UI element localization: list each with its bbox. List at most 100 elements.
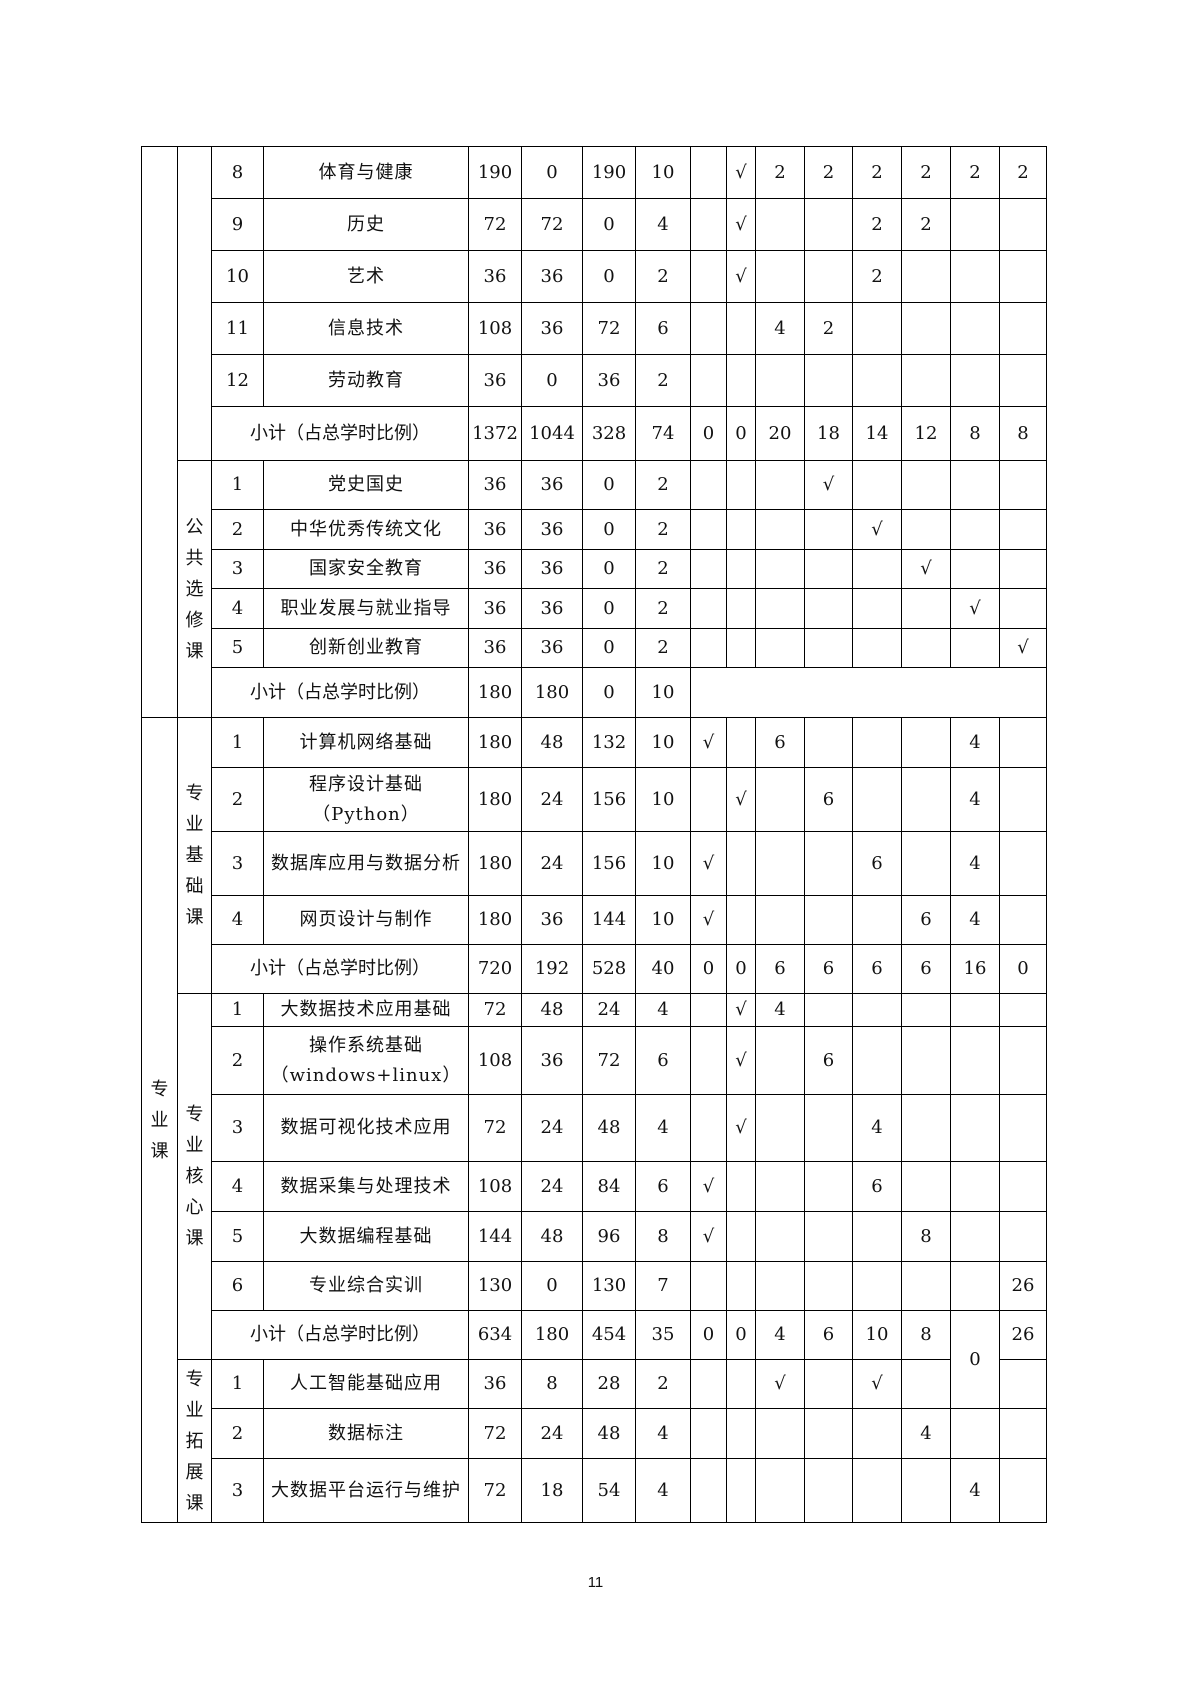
subtotal-value: 0 <box>726 406 756 461</box>
course-value: 2 <box>635 460 691 510</box>
course-value <box>901 1359 951 1409</box>
course-name: 中华优秀传统文化 <box>263 509 469 550</box>
course-value <box>804 354 853 407</box>
subtotal-value: 0 <box>726 944 756 994</box>
course-value: 96 <box>582 1211 636 1262</box>
course-value <box>950 1161 1000 1212</box>
course-value <box>999 895 1047 945</box>
course-name: 体育与健康 <box>263 146 469 199</box>
subtotal-value: 454 <box>582 1310 636 1360</box>
course-value <box>755 198 805 251</box>
table-row: 3 数据库应用与数据分析 180 24 156 10 √ 6 4 <box>142 831 1047 896</box>
course-value: 2 <box>852 146 902 199</box>
course-number: 3 <box>211 1458 264 1523</box>
course-value: 4 <box>635 1408 691 1459</box>
course-value: 8 <box>521 1359 583 1409</box>
course-value <box>804 1261 853 1311</box>
course-value: 4 <box>755 302 805 355</box>
course-value <box>804 1161 853 1212</box>
course-value: 24 <box>521 1161 583 1212</box>
course-value: 36 <box>521 628 583 668</box>
course-value <box>690 1359 727 1409</box>
course-value <box>999 1408 1047 1459</box>
course-value <box>726 1261 756 1311</box>
course-value: 4 <box>950 831 1000 896</box>
course-value: 0 <box>582 628 636 668</box>
course-name: 大数据技术应用基础 <box>263 993 469 1027</box>
subtotal-value: 6 <box>804 1310 853 1360</box>
course-value <box>901 588 951 629</box>
course-value: 10 <box>635 717 691 768</box>
course-value: 72 <box>582 1026 636 1095</box>
course-value: 36 <box>521 250 583 303</box>
course-value <box>852 302 902 355</box>
course-value <box>804 1094 853 1162</box>
course-value: 24 <box>521 831 583 896</box>
course-value: 108 <box>468 1161 522 1212</box>
table-row: 4 数据采集与处理技术 108 24 84 6 √ 6 <box>142 1161 1047 1212</box>
course-value <box>804 831 853 896</box>
course-value: 0 <box>582 250 636 303</box>
course-value: 36 <box>521 509 583 550</box>
course-value <box>999 588 1047 629</box>
course-value: √ <box>690 717 727 768</box>
subtotal-row: 小计（占总学时比例） 180 180 0 10 <box>142 667 1047 718</box>
course-value: 72 <box>468 1458 522 1523</box>
course-value: 156 <box>582 767 636 832</box>
course-value: 2 <box>635 549 691 589</box>
subtotal-label: 小计（占总学时比例） <box>211 1310 469 1360</box>
course-value: 2 <box>852 250 902 303</box>
subtotal-value: 328 <box>582 406 636 461</box>
course-value: 180 <box>468 717 522 768</box>
course-name: 网页设计与制作 <box>263 895 469 945</box>
course-name: 历史 <box>263 198 469 251</box>
course-value <box>999 1458 1047 1523</box>
course-number: 11 <box>211 302 264 355</box>
course-name: 艺术 <box>263 250 469 303</box>
course-number: 2 <box>211 509 264 550</box>
course-value: 2 <box>635 628 691 668</box>
subtotal-value: 0 <box>726 1310 756 1360</box>
course-value <box>690 1261 727 1311</box>
course-value: √ <box>852 1359 902 1409</box>
table-row: 专业课 专业基础课 1 计算机网络基础 180 48 132 10 √ 6 4 <box>141 717 1047 1523</box>
course-value: 2 <box>804 302 853 355</box>
course-value <box>690 767 727 832</box>
course-value <box>755 767 805 832</box>
course-value: 0 <box>582 509 636 550</box>
course-number: 12 <box>211 354 264 407</box>
course-value <box>901 1458 951 1523</box>
course-value <box>726 1458 756 1523</box>
subcategory-cell: 专业基础课 <box>177 717 212 994</box>
course-value: √ <box>901 549 951 589</box>
course-value: 6 <box>804 1026 853 1095</box>
course-value <box>999 993 1047 1027</box>
course-value: 2 <box>999 146 1047 199</box>
course-value: 36 <box>468 354 522 407</box>
course-value <box>755 628 805 668</box>
course-value: 10 <box>635 831 691 896</box>
course-value: 0 <box>521 1261 583 1311</box>
category-label: 专业核心课 <box>185 1104 204 1249</box>
course-number: 4 <box>211 1161 264 1212</box>
course-value <box>804 895 853 945</box>
course-value: √ <box>726 146 756 199</box>
course-value <box>901 1094 951 1162</box>
course-value <box>999 1026 1047 1095</box>
course-value <box>999 509 1047 550</box>
course-value <box>755 250 805 303</box>
course-number: 3 <box>211 831 264 896</box>
course-value: 4 <box>852 1094 902 1162</box>
course-value: √ <box>852 509 902 550</box>
course-value: 24 <box>521 767 583 832</box>
course-value: 36 <box>468 250 522 303</box>
subtotal-value: 720 <box>468 944 522 994</box>
course-value: 72 <box>468 993 522 1027</box>
course-number: 5 <box>211 628 264 668</box>
course-value: √ <box>690 831 727 896</box>
course-value: 108 <box>468 302 522 355</box>
course-value <box>726 628 756 668</box>
subtotal-row: 小计（占总学时比例） 720 192 528 40 0 0 6 6 6 6 16 0 <box>142 944 1047 994</box>
subtotal-row: 小计（占总学时比例） 634 180 454 35 0 0 4 6 10 8 0 26 <box>142 1310 1047 1409</box>
course-name: 数据采集与处理技术 <box>263 1161 469 1212</box>
